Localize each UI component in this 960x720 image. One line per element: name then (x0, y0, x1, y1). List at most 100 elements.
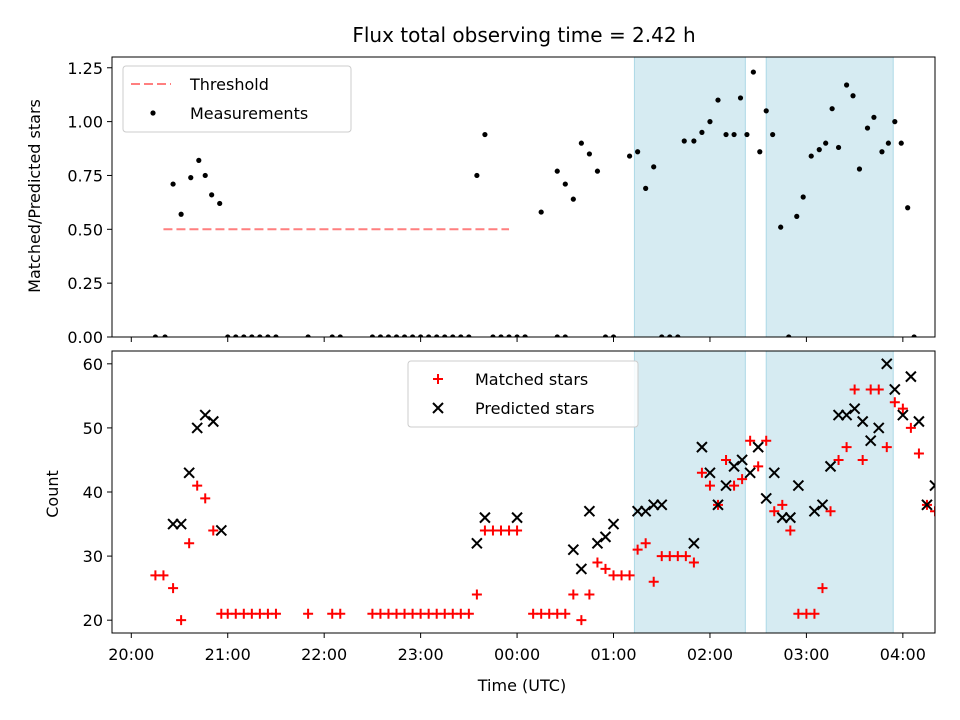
predicted-star-point (840, 409, 853, 421)
predicted-star-point (720, 479, 732, 492)
measurement-point (786, 334, 792, 337)
measurement-point (538, 209, 544, 215)
predicted-star-point (696, 441, 708, 453)
measurement-point (265, 334, 271, 337)
predicted-star-point (784, 511, 797, 524)
x-tick-label: 03:00 (783, 645, 829, 664)
matched-star-point (600, 563, 611, 574)
predicted-star-point (864, 435, 877, 447)
y-tick-label: 0.25 (67, 274, 103, 293)
predicted-star-point (752, 441, 764, 453)
y-tick-label: 1.00 (67, 113, 103, 132)
predicted-star-point (808, 505, 821, 517)
measurement-point (626, 153, 633, 159)
matched-star-point (930, 506, 935, 517)
plot-frame (111, 350, 936, 634)
measurement-point (506, 334, 512, 337)
predicted-star-point (688, 537, 700, 549)
predicted-star-point (511, 511, 523, 524)
predicted-star-point (583, 505, 596, 517)
measurement-point (763, 108, 769, 114)
x-tick-label: 23:00 (398, 645, 444, 664)
matched-star-point (471, 589, 482, 600)
measurement-point (474, 172, 480, 179)
measurement-point (723, 131, 729, 138)
measurement-point (409, 334, 416, 337)
matched-star-point (576, 615, 587, 626)
matched-star-point (777, 499, 788, 510)
measurement-point (385, 334, 392, 337)
predicted-star-point (599, 531, 612, 543)
measurement-point (578, 140, 584, 146)
predicted-star-point (921, 499, 933, 511)
measurement-point (514, 334, 520, 337)
measurement-point (202, 172, 208, 179)
measurement-point (699, 129, 705, 135)
matched-star-point (841, 442, 852, 453)
measurement-point (856, 166, 863, 172)
measurement-point (778, 224, 784, 230)
bottom-y-axis-label: Count (43, 470, 62, 518)
measurement-point (377, 334, 384, 337)
matched-star-point (168, 583, 179, 594)
matched-star-point (648, 576, 659, 587)
measurement-point (800, 194, 806, 200)
y-tick-label: 1.25 (67, 59, 103, 78)
measurement-point (651, 164, 657, 170)
matched-star-point (761, 435, 772, 446)
predicted-star-point (897, 409, 909, 421)
measurement-point (418, 334, 424, 337)
legend: Matched stars Predicted stars (407, 360, 639, 428)
measurement-point (466, 334, 472, 337)
matched-star-point (729, 480, 740, 491)
predicted-star-point (199, 409, 211, 421)
matched-star-point (809, 608, 820, 619)
measurement-point (249, 334, 255, 337)
x-tick-label: 00:00 (494, 645, 540, 664)
measurement-point (794, 213, 800, 219)
matched-star-point (568, 589, 579, 600)
predicted-star-point (215, 524, 228, 537)
matched-star-point (560, 608, 571, 619)
predicted-star-point (656, 499, 668, 511)
measurement-point (152, 334, 158, 337)
predicted-star-point (183, 467, 195, 479)
matched-star-point (184, 538, 195, 549)
predicted-star-point (207, 415, 219, 428)
y-tick-label: 0.00 (67, 328, 103, 347)
measurement-point (808, 153, 814, 159)
measurement-point (562, 181, 568, 187)
matched-star-point (270, 608, 281, 619)
predicted-star-point (889, 383, 901, 396)
measurement-point (835, 144, 842, 151)
predicted-star-point (471, 537, 483, 549)
matched-star-point (592, 557, 603, 568)
measurement-point (864, 125, 871, 131)
matched-star-point (817, 583, 828, 594)
matched-star-point (158, 570, 169, 581)
predicted-star-point (913, 415, 925, 428)
measurement-point (879, 149, 885, 155)
predicted-star-point (768, 467, 780, 479)
measurement-point (675, 334, 681, 337)
measurement-point (635, 149, 641, 155)
matched-star-point (303, 608, 314, 619)
predicted-star-point (905, 370, 917, 383)
matched-star-point (176, 615, 187, 626)
measurement-point (305, 334, 311, 337)
measurement-point (233, 334, 239, 337)
measurement-point (217, 200, 223, 207)
measurement-point (744, 131, 750, 138)
matched-star-point (688, 557, 699, 568)
shaded-region (765, 56, 894, 338)
measurement-point (691, 138, 697, 144)
predicted-star-point (824, 460, 837, 473)
measurement-point (329, 334, 335, 337)
measurement-point (905, 205, 911, 211)
measurement-point (562, 334, 568, 337)
bottom-panel: 20 30 40 50 60 20:00 21:00 22:00 23:00 00:00 01:00… (83, 350, 936, 664)
x-tick-label: 21:00 (205, 645, 251, 664)
measurement-point (522, 334, 528, 337)
measurement-point (178, 211, 184, 217)
measurement-point (426, 334, 432, 337)
